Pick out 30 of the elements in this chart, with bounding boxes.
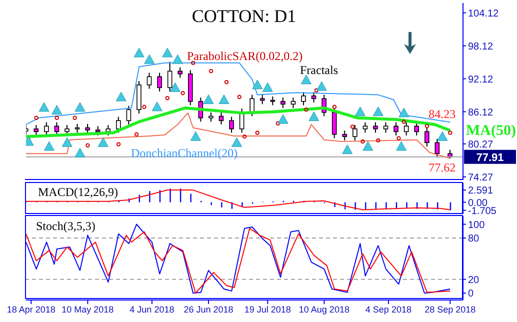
x-tick-label: 10 May 2018: [62, 304, 114, 314]
y-tick-label: 80: [468, 234, 480, 245]
series-label: MA(50): [466, 123, 516, 139]
y-tick-label: 86.12: [468, 107, 494, 118]
x-tick-label: 4 Jun 2018: [130, 304, 174, 314]
ref-line-label: 77.91: [476, 152, 504, 164]
x-tick-label: 26 Jun 2018: [184, 304, 234, 314]
y-tick-label: 92.12: [468, 74, 494, 86]
annotation: 84.23: [428, 107, 456, 122]
series-label: Stoch(3,5,3): [36, 219, 96, 233]
series-label: MACD(12,26,9): [38, 185, 118, 199]
y-tick-label: -1.705: [468, 206, 497, 217]
text: DonchianChannel(20): [131, 146, 238, 160]
x-tick-label: 10 Aug 2018: [298, 304, 350, 314]
annotation: 77.62: [428, 160, 456, 174]
x-tick-label: 28 Sep 2018: [424, 304, 476, 314]
y-tick-label: 2.591: [468, 186, 494, 197]
chart-title: COTTON: D1: [190, 6, 298, 27]
y-tick-label: 100: [468, 220, 486, 231]
y-tick-label: 74.27: [468, 172, 494, 184]
y-tick-label: 98.12: [468, 41, 494, 52]
x-tick-label: 18 Apr 2018: [6, 304, 56, 314]
x-tick-label: 19 Jul 2018: [244, 304, 291, 314]
y-tick-label: 104.12: [468, 8, 500, 20]
y-tick-label: 20: [468, 274, 480, 286]
series-label: ParabolicSAR(0.02,0.2): [187, 49, 303, 63]
y-tick-label: 0: [468, 288, 474, 300]
series-label: Fractals: [300, 63, 338, 77]
y-tick-label: 80.27: [468, 139, 494, 150]
x-tick-label: 4 Sep 2018: [365, 304, 412, 314]
